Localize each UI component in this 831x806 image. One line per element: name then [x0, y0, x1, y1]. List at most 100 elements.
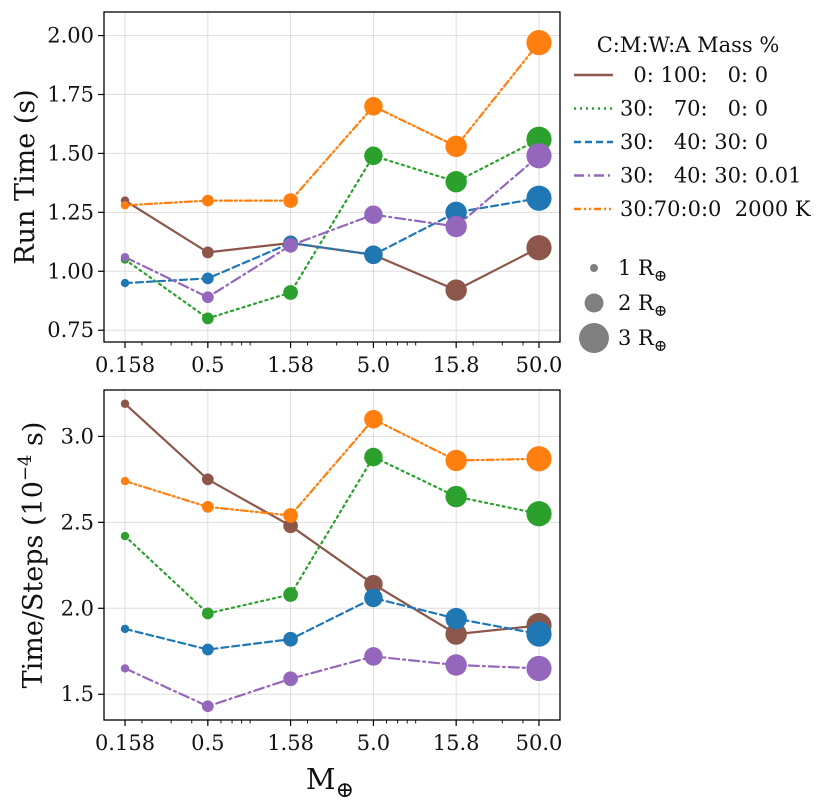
series-line — [123, 197, 541, 285]
data-point — [445, 485, 467, 508]
data-point — [283, 518, 298, 534]
data-point — [120, 252, 130, 262]
data-point — [201, 700, 214, 713]
legend-size-subscript: ⊕ — [654, 336, 667, 355]
x-axis-label: M⊕ — [306, 762, 354, 803]
data-point — [201, 607, 214, 620]
run-time-series — [123, 41, 541, 320]
y-tick-label: 0.75 — [47, 318, 94, 342]
run-time-x-ticks: 0.158 0.5 1.58 5.0 15.8 50.0 — [95, 342, 562, 377]
x-tick-label: 5.0 — [357, 731, 390, 755]
data-point — [283, 631, 298, 647]
y-tick-label: 2.0 — [61, 596, 94, 620]
y-tick-label: 2.5 — [61, 510, 94, 534]
legend-series-label: 30: 70: 0: 0 — [620, 97, 768, 121]
data-point — [201, 272, 214, 285]
data-point — [526, 621, 552, 647]
legend: C:M:W:A Mass % 0: 100: 0: 0 30: 70: 0: 0 3… — [574, 33, 811, 355]
x-tick-label: 1.58 — [267, 353, 314, 377]
data-point — [283, 671, 298, 687]
data-point — [445, 135, 467, 158]
data-point — [445, 623, 467, 645]
y-tick-label: 1.50 — [47, 141, 94, 165]
legend-series-label: 0: 100: 0: 0 — [620, 63, 768, 87]
data-point — [364, 574, 383, 594]
xlabel-main: M — [306, 762, 336, 796]
legend-title: C:M:W:A Mass % — [597, 33, 780, 57]
time-per-steps-frame — [103, 389, 561, 721]
data-point — [364, 146, 383, 166]
data-point — [120, 664, 130, 673]
series-line — [123, 199, 541, 292]
x-tick-label: 0.158 — [95, 353, 155, 377]
y-tick-label: 2.00 — [47, 24, 94, 48]
legend-size-text: 1 R — [618, 256, 655, 280]
x-tick-label: 5.0 — [357, 353, 390, 377]
series-line — [123, 41, 541, 207]
y-tick-label: 1.75 — [47, 83, 94, 107]
data-point — [364, 647, 383, 666]
data-point — [364, 588, 383, 608]
legend-size-text: 2 R — [618, 291, 655, 315]
run-time-frame — [103, 11, 561, 343]
data-point — [201, 194, 214, 207]
data-point — [445, 654, 467, 676]
x-tick-label: 15.8 — [433, 731, 480, 755]
data-point — [283, 193, 298, 208]
time-per-steps-x-ticks: 0.158 0.5 1.58 5.0 15.8 50.0 — [95, 720, 562, 755]
y-tick-label: 1.5 — [61, 682, 94, 706]
series-line — [123, 455, 541, 615]
data-point — [526, 235, 552, 261]
data-point — [445, 607, 467, 630]
data-point — [364, 97, 383, 116]
data-point — [526, 446, 552, 472]
series-line — [123, 596, 541, 651]
data-point — [445, 215, 467, 238]
data-point — [445, 449, 467, 472]
data-point — [283, 238, 298, 253]
y-tick-label: 3.0 — [61, 424, 94, 448]
series-line — [123, 138, 541, 320]
data-point — [201, 473, 214, 486]
legend-size-label: 3 R⊕ — [618, 326, 667, 355]
data-point — [526, 185, 552, 211]
legend-size-label: 2 R⊕ — [618, 291, 667, 320]
legend-series-entries: 0: 100: 0: 0 30: 70: 0: 0 30: 40: 30: 0 30:… — [574, 63, 811, 221]
y-tick-label: 1.00 — [47, 259, 94, 283]
legend-size-label: 1 R⊕ — [618, 256, 667, 285]
x-tick-label: 50.0 — [516, 353, 563, 377]
legend-size-marker — [579, 323, 609, 353]
xlabel-subscript: ⊕ — [336, 778, 354, 803]
run-time-grid — [104, 12, 560, 342]
x-tick-label: 15.8 — [433, 353, 480, 377]
ylabel-main: Time/Steps (10 — [18, 481, 49, 688]
legend-size-entries: 1 R⊕2 R⊕3 R⊕ — [579, 256, 667, 355]
data-point — [201, 643, 214, 656]
time-per-steps-y-axis-label: Time/Steps (10−4 s) — [15, 422, 49, 689]
data-point — [445, 171, 467, 193]
data-point — [120, 399, 130, 408]
run-time-y-axis-label: Run Time (s) — [10, 89, 41, 264]
data-point — [120, 624, 130, 634]
x-tick-label: 0.5 — [191, 731, 224, 755]
time-per-steps-series — [123, 402, 541, 708]
x-tick-label: 0.158 — [95, 731, 155, 755]
run-time-panel: 0.75 1.00 1.25 1.50 1.75 2.00 0.158 0.5 1.58 5.0… — [10, 11, 562, 377]
data-point — [201, 500, 214, 513]
ylabel-exponent: −4 — [15, 455, 36, 482]
run-time-markers — [120, 30, 552, 325]
x-tick-label: 1.58 — [267, 731, 314, 755]
data-point — [526, 143, 552, 169]
time-per-steps-y-ticks: 1.5 2.0 2.5 3.0 — [61, 424, 104, 706]
data-point — [201, 312, 214, 325]
ylabel-tail: s) — [18, 422, 49, 455]
legend-size-marker — [590, 264, 598, 272]
data-point — [120, 278, 130, 288]
legend-size-marker — [584, 293, 604, 313]
x-tick-label: 0.5 — [191, 353, 224, 377]
legend-series-label: 30:70:0:0 2000 K — [620, 197, 811, 221]
legend-series-label: 30: 40: 30: 0.01 — [620, 164, 802, 188]
data-point — [364, 205, 383, 224]
y-tick-label: 1.25 — [47, 200, 94, 224]
